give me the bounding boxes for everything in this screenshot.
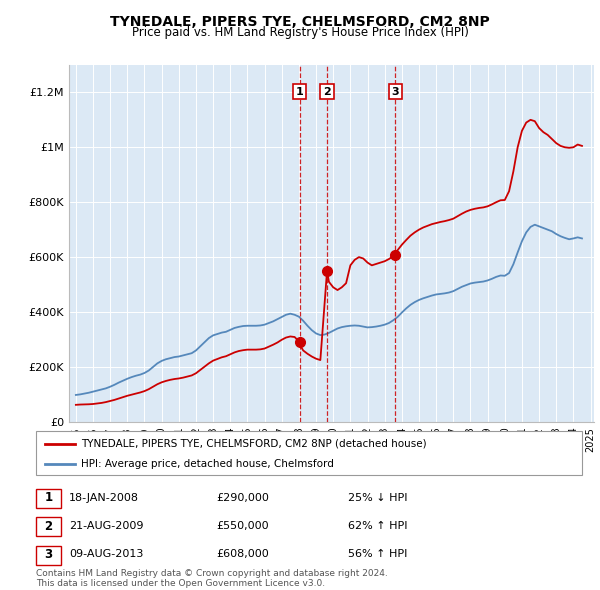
Text: 3: 3 — [44, 548, 53, 561]
Text: TYNEDALE, PIPERS TYE, CHELMSFORD, CM2 8NP (detached house): TYNEDALE, PIPERS TYE, CHELMSFORD, CM2 8N… — [81, 439, 427, 449]
Text: £290,000: £290,000 — [216, 493, 269, 503]
Text: 25% ↓ HPI: 25% ↓ HPI — [348, 493, 407, 503]
Text: 18-JAN-2008: 18-JAN-2008 — [69, 493, 139, 503]
Text: 1: 1 — [296, 87, 304, 97]
Text: 3: 3 — [391, 87, 399, 97]
Text: Contains HM Land Registry data © Crown copyright and database right 2024.
This d: Contains HM Land Registry data © Crown c… — [36, 569, 388, 588]
Text: TYNEDALE, PIPERS TYE, CHELMSFORD, CM2 8NP: TYNEDALE, PIPERS TYE, CHELMSFORD, CM2 8N… — [110, 15, 490, 29]
Text: 09-AUG-2013: 09-AUG-2013 — [69, 549, 143, 559]
Text: £550,000: £550,000 — [216, 521, 269, 531]
Text: Price paid vs. HM Land Registry's House Price Index (HPI): Price paid vs. HM Land Registry's House … — [131, 26, 469, 39]
Text: 1: 1 — [44, 491, 53, 504]
Text: £608,000: £608,000 — [216, 549, 269, 559]
Text: HPI: Average price, detached house, Chelmsford: HPI: Average price, detached house, Chel… — [81, 459, 334, 469]
Text: 2: 2 — [44, 520, 53, 533]
Text: 21-AUG-2009: 21-AUG-2009 — [69, 521, 143, 531]
Text: 56% ↑ HPI: 56% ↑ HPI — [348, 549, 407, 559]
Text: 2: 2 — [323, 87, 331, 97]
Text: 62% ↑ HPI: 62% ↑ HPI — [348, 521, 407, 531]
